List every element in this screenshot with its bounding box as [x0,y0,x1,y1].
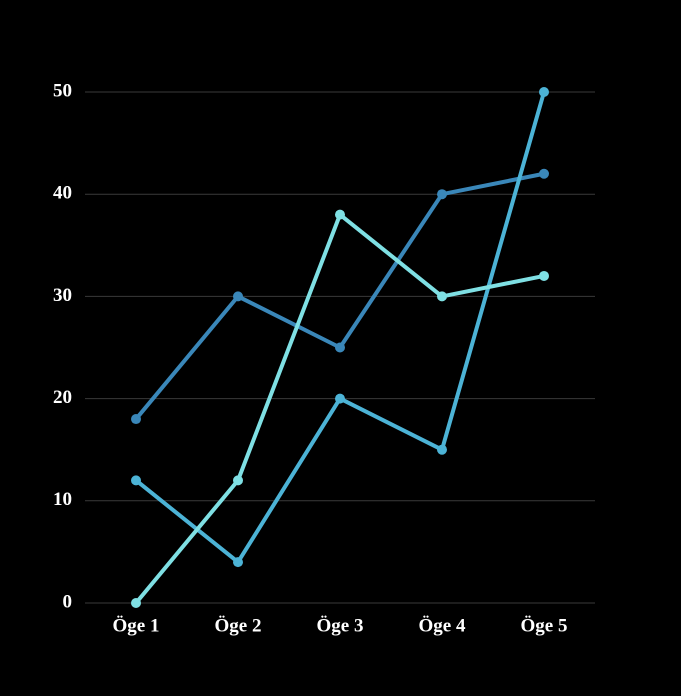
point [437,291,447,302]
x-tick-label: Öge 1 [113,615,160,636]
point [335,342,345,353]
point [233,291,243,302]
point [233,557,243,568]
point [539,270,549,281]
y-tick-label: 0 [63,591,73,612]
y-tick-label: 30 [53,285,72,306]
point [437,189,447,200]
y-tick-label: 50 [53,80,72,101]
point [539,87,549,97]
point [131,475,141,486]
x-tick-label: Öge 3 [317,615,364,636]
point [335,393,345,404]
point [131,598,141,608]
point [335,209,345,220]
point [437,444,447,455]
y-tick-label: 20 [53,387,72,408]
point [131,414,141,425]
x-tick-label: Öge 5 [521,615,568,636]
y-tick-label: 10 [53,489,72,510]
y-tick-label: 40 [53,183,72,204]
x-tick-label: Öge 2 [215,615,262,636]
point [539,168,549,179]
x-tick-label: Öge 4 [419,615,466,636]
point [233,475,243,486]
